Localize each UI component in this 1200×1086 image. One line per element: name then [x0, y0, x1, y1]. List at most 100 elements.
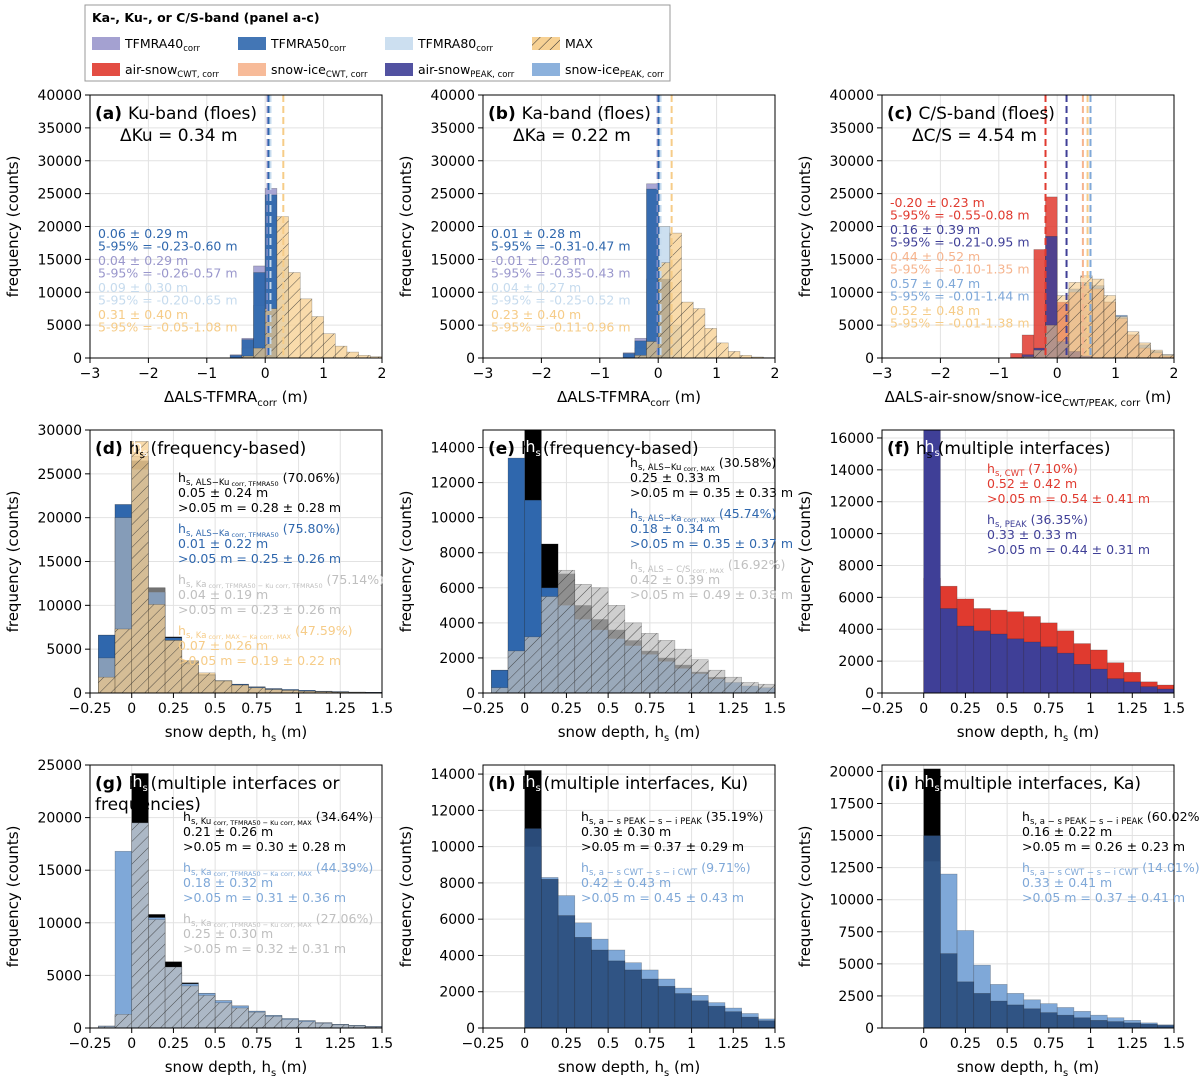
panel-title-letter: (e) — [488, 439, 521, 459]
y-tick-label: 15000 — [37, 863, 82, 879]
x-axis-label-sub: corr — [650, 398, 671, 409]
x-tick-label: 1.25 — [1117, 701, 1148, 717]
annotation-head: hs, ALS−Ku corr, MAX (30.58%) — [630, 455, 776, 473]
legend-swatch — [385, 63, 413, 76]
legend-item: snow-icePEAK, corr — [532, 62, 664, 80]
annotation-line: >0.05 m = 0.19 ± 0.22 m — [178, 653, 341, 668]
annotation-head: hs, ALS − C/S corr, MAX (16.92%) — [630, 557, 785, 575]
bar — [940, 953, 958, 1028]
x-axis-label-sub: s — [664, 1068, 669, 1079]
hs-marker-h: h — [924, 772, 934, 791]
bars — [98, 773, 382, 1028]
panel-title-letter: (f) — [887, 439, 916, 459]
x-axis-label: ΔALS-TFMRAcorr (m) — [164, 388, 308, 409]
bar-hatch — [248, 1012, 266, 1028]
stat-text: 5-95% = -0.26-0.57 m — [98, 266, 238, 281]
panel-title-rest: (multiple interfaces) — [932, 439, 1110, 459]
x-tick-label: 0.25 — [551, 701, 582, 717]
stat-text: 5-95% = -0.21-0.95 m — [890, 235, 1030, 250]
bar — [1157, 1025, 1174, 1028]
series-hs-ka-max — [98, 441, 382, 693]
annotation-symbol: h — [183, 809, 191, 824]
annotation: hs, Ka corr, TFMRA50 − Ku corr, TFMRA50 … — [178, 572, 384, 617]
x-tick-label: 1.25 — [325, 701, 356, 717]
stat-text: 5-95% = -0.01-1.38 m — [890, 316, 1030, 331]
series-max — [1021, 275, 1174, 358]
bar-hatch — [1150, 350, 1163, 358]
axes-frame — [881, 429, 1175, 694]
panel-a: −3 −2 −1 0 1 2 0 5000 10000 15000 20000 25000 30000 3… — [4, 88, 386, 409]
annotation-symbol: h — [183, 860, 191, 875]
annotation-line: 0.42 ± 0.39 m — [630, 572, 720, 587]
x-tick-label: 0.75 — [241, 1036, 272, 1052]
x-axis-label-sub: CWT/PEAK, corr — [1062, 398, 1141, 409]
x-tick-label: −1 — [988, 366, 1009, 382]
x-tick-label: 0.5 — [204, 1036, 226, 1052]
annotation-sub: s, a − s PEAK − s − i PEAK — [1030, 817, 1143, 827]
y-tick-label: 4000 — [439, 948, 475, 964]
panel-title-main: h — [129, 774, 140, 794]
hs-marker-sub: s — [143, 783, 148, 794]
panel-title: (h) hs (multiple interfaces, Ku) — [488, 774, 748, 796]
panel-title-letter: (b) — [488, 104, 522, 124]
bar-hatch — [708, 670, 725, 693]
panel-title-letter: (a) — [95, 104, 128, 124]
annotation-sub: s, Ka — [186, 580, 206, 590]
x-tick-label: 1.5 — [764, 701, 786, 717]
bar — [724, 1011, 742, 1028]
bar-hatch — [181, 985, 199, 1028]
annotation-subsub: corr, MAX − Ka corr, MAX — [206, 633, 291, 641]
panel-title-sub: s — [139, 783, 145, 796]
panel-title-sub: s — [927, 448, 933, 461]
y-tick-label: 0 — [73, 686, 82, 702]
bar-hatch — [1022, 356, 1034, 358]
x-axis-label-main: snow depth, h — [957, 723, 1063, 741]
bar — [1056, 652, 1075, 693]
legend-label-sub: CWT, corr — [326, 70, 368, 80]
x-axis-label-unit: (m) — [669, 723, 700, 741]
bar-hatch — [131, 822, 149, 1028]
x-tick-label: 0.75 — [634, 1036, 665, 1052]
bar-hatch — [704, 328, 717, 358]
panel-c: −3 −2 −1 0 1 2 0 5000 10000 15000 20000 25000 30000 3… — [796, 88, 1178, 409]
y-tick-label: 25000 — [37, 187, 82, 203]
bar — [758, 1020, 775, 1028]
annotation-head: hs, Ku corr, TFMRA50 − Ku corr, MAX (34.… — [183, 809, 373, 827]
x-axis-label-unit: (m) — [276, 1058, 307, 1076]
stat-text: 0.09 ± 0.30 m — [98, 280, 188, 295]
annotation-pct: (44.39%) — [312, 860, 373, 875]
bar-hatch — [248, 687, 266, 693]
bar-hatch — [358, 355, 371, 358]
bar-hatch — [148, 604, 166, 693]
annotation-symbol: h — [183, 911, 191, 926]
y-tick-label: 0 — [466, 1021, 475, 1037]
bar-hatch — [624, 622, 642, 693]
bar — [956, 625, 975, 693]
annotation-sub: s, ALS−Ku — [186, 478, 229, 488]
bar — [1023, 1008, 1041, 1028]
annotation-subsub: corr, TFMRA50 − Ka corr, MAX — [211, 870, 312, 878]
hs-marker: hs — [924, 437, 939, 459]
y-tick-label: 20000 — [37, 220, 82, 236]
x-tick-label: −0.25 — [69, 701, 112, 717]
annotation: hs, Ka corr, TFMRA50 − Ka corr, MAX (44.… — [183, 860, 373, 905]
annotation-head: hs, CWT (7.10%) — [987, 461, 1078, 479]
annotation-line: 0.07 ± 0.26 m — [178, 638, 268, 653]
annotation-symbol: h — [1022, 809, 1030, 824]
annotation-line: >0.05 m = 0.37 ± 0.41 m — [1022, 890, 1185, 905]
bar-hatch — [1033, 350, 1046, 358]
x-tick-label: 0 — [127, 701, 136, 717]
annotation-subsub: corr, TFMRA50 − Ku corr, MAX — [211, 819, 312, 827]
y-tick-label: 15000 — [37, 252, 82, 268]
legend-title: Ka-, Ku-, or C/S-band (panel a-c) — [92, 10, 320, 25]
y-tick-label: 15000 — [37, 555, 82, 571]
stat-text: -0.20 ± 0.23 m — [890, 195, 985, 210]
x-axis-label-main: ΔALS-air-snow/snow-ice — [885, 388, 1062, 406]
annotation: hs, ALS−Ku corr, TFMRA50 (70.06%)0.05 ± … — [178, 470, 341, 515]
bar — [1140, 686, 1158, 693]
y-tick-label: 20000 — [430, 220, 475, 236]
x-tick-label: 0.25 — [950, 701, 981, 717]
ticks: −3 −2 −1 0 1 2 0 5000 10000 15000 20000 25000 30000 3… — [37, 88, 386, 382]
bar — [1090, 1020, 1108, 1028]
bar — [524, 828, 542, 1028]
